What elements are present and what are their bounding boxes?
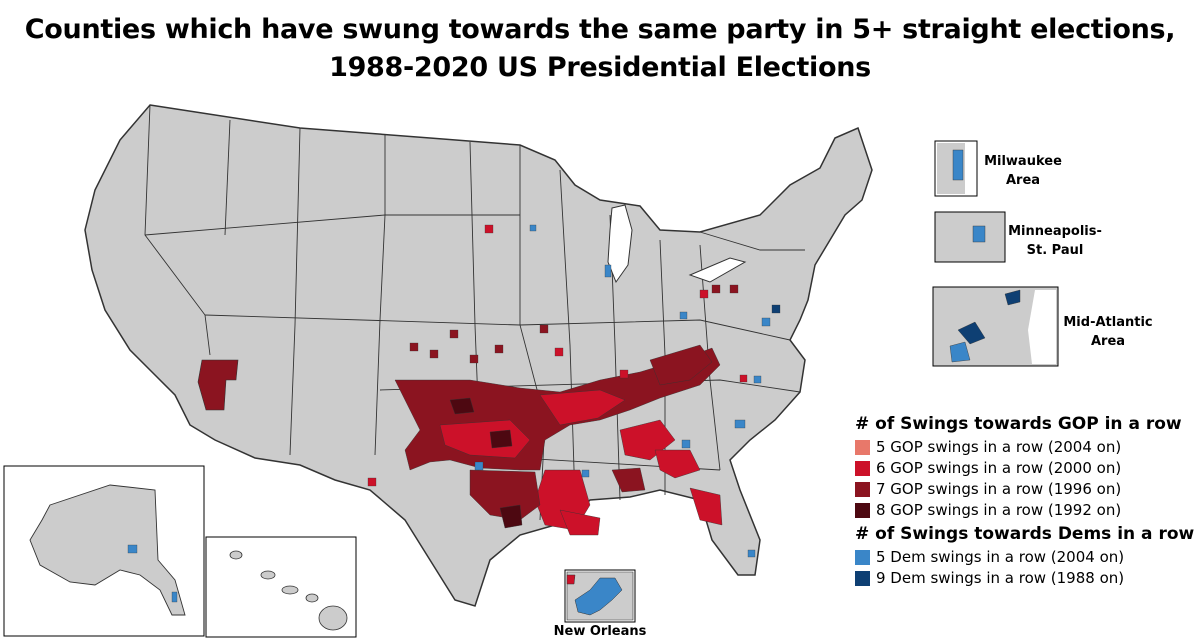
- lake-michigan: [607, 204, 633, 284]
- hawaii-islands: [229, 550, 348, 631]
- gop-legend-swatch: [855, 460, 870, 476]
- map-title-line2: 1988-2020 US Presidential Elections: [329, 52, 871, 83]
- gop-legend-item: 8 GOP swings in a row (1992 on): [855, 501, 1121, 519]
- gop-swing-counties: [394, 344, 723, 536]
- gop-legend-item: 7 GOP swings in a row (1996 on): [855, 480, 1121, 498]
- new-orleans-label: New Orleans: [553, 624, 647, 639]
- dem-legend-heading: # of Swings towards Dems in a row: [855, 524, 1195, 544]
- mid-atlantic-dem9-county: [957, 321, 986, 345]
- gop-legend-swatch: [855, 502, 870, 518]
- mid-atlantic-dem5-county: [949, 341, 971, 363]
- gop-legend-swatch: [855, 481, 870, 497]
- contiguous-us-landmass: [84, 104, 873, 607]
- dem-swing-counties: [474, 224, 781, 558]
- gop-legend-label: 7 GOP swings in a row (1996 on): [876, 480, 1122, 498]
- mid-atlantic-dem9-county-2: [1004, 289, 1021, 306]
- alaska-dem-county-2: [171, 591, 178, 603]
- dem-legend-label: 5 Dem swings in a row (2004 on): [876, 548, 1125, 566]
- gop-legend-label: 8 GOP swings in a row (1992 on): [876, 501, 1122, 519]
- gop-legend-label: 5 GOP swings in a row (2004 on): [876, 438, 1122, 456]
- milwaukee-dem-county: [952, 149, 964, 181]
- gop-legend-item: 5 GOP swings in a row (2004 on): [855, 438, 1121, 456]
- mid-atlantic-label: Mid-Atlantic Area: [1063, 315, 1153, 349]
- gop-legend-heading: # of Swings towards GOP in a row: [855, 414, 1182, 434]
- milwaukee-label: Milwaukee Area: [984, 154, 1062, 188]
- alaska-landmass: [29, 484, 186, 616]
- new-orleans-gop-area: [566, 574, 576, 585]
- alaska-dem-county: [127, 544, 138, 554]
- gop-scattered-counties: [367, 224, 748, 487]
- minneapolis-inset-frame: [934, 211, 1006, 263]
- dem-legend-swatch: [855, 570, 870, 586]
- dem-legend-swatch: [855, 549, 870, 565]
- dem-legend-item: 9 Dem swings in a row (1988 on): [855, 569, 1124, 587]
- lake-erie: [688, 257, 747, 283]
- dem-legend-item: 5 Dem swings in a row (2004 on): [855, 548, 1124, 566]
- map-title-line1: Counties which have swung towards the sa…: [24, 14, 1176, 45]
- new-orleans-dem-area: [574, 577, 623, 616]
- mohave-county-region: [197, 359, 239, 411]
- gop-legend-swatch: [855, 439, 870, 455]
- minneapolis-dem-county: [972, 225, 986, 243]
- gop-legend-label: 6 GOP swings in a row (2000 on): [876, 459, 1122, 477]
- gop-legend-item: 6 GOP swings in a row (2000 on): [855, 459, 1121, 477]
- atlantic-ocean: [1028, 290, 1056, 364]
- dem-legend-label: 9 Dem swings in a row (1988 on): [876, 569, 1125, 587]
- minneapolis-label: Minneapolis- St. Paul: [1008, 224, 1102, 258]
